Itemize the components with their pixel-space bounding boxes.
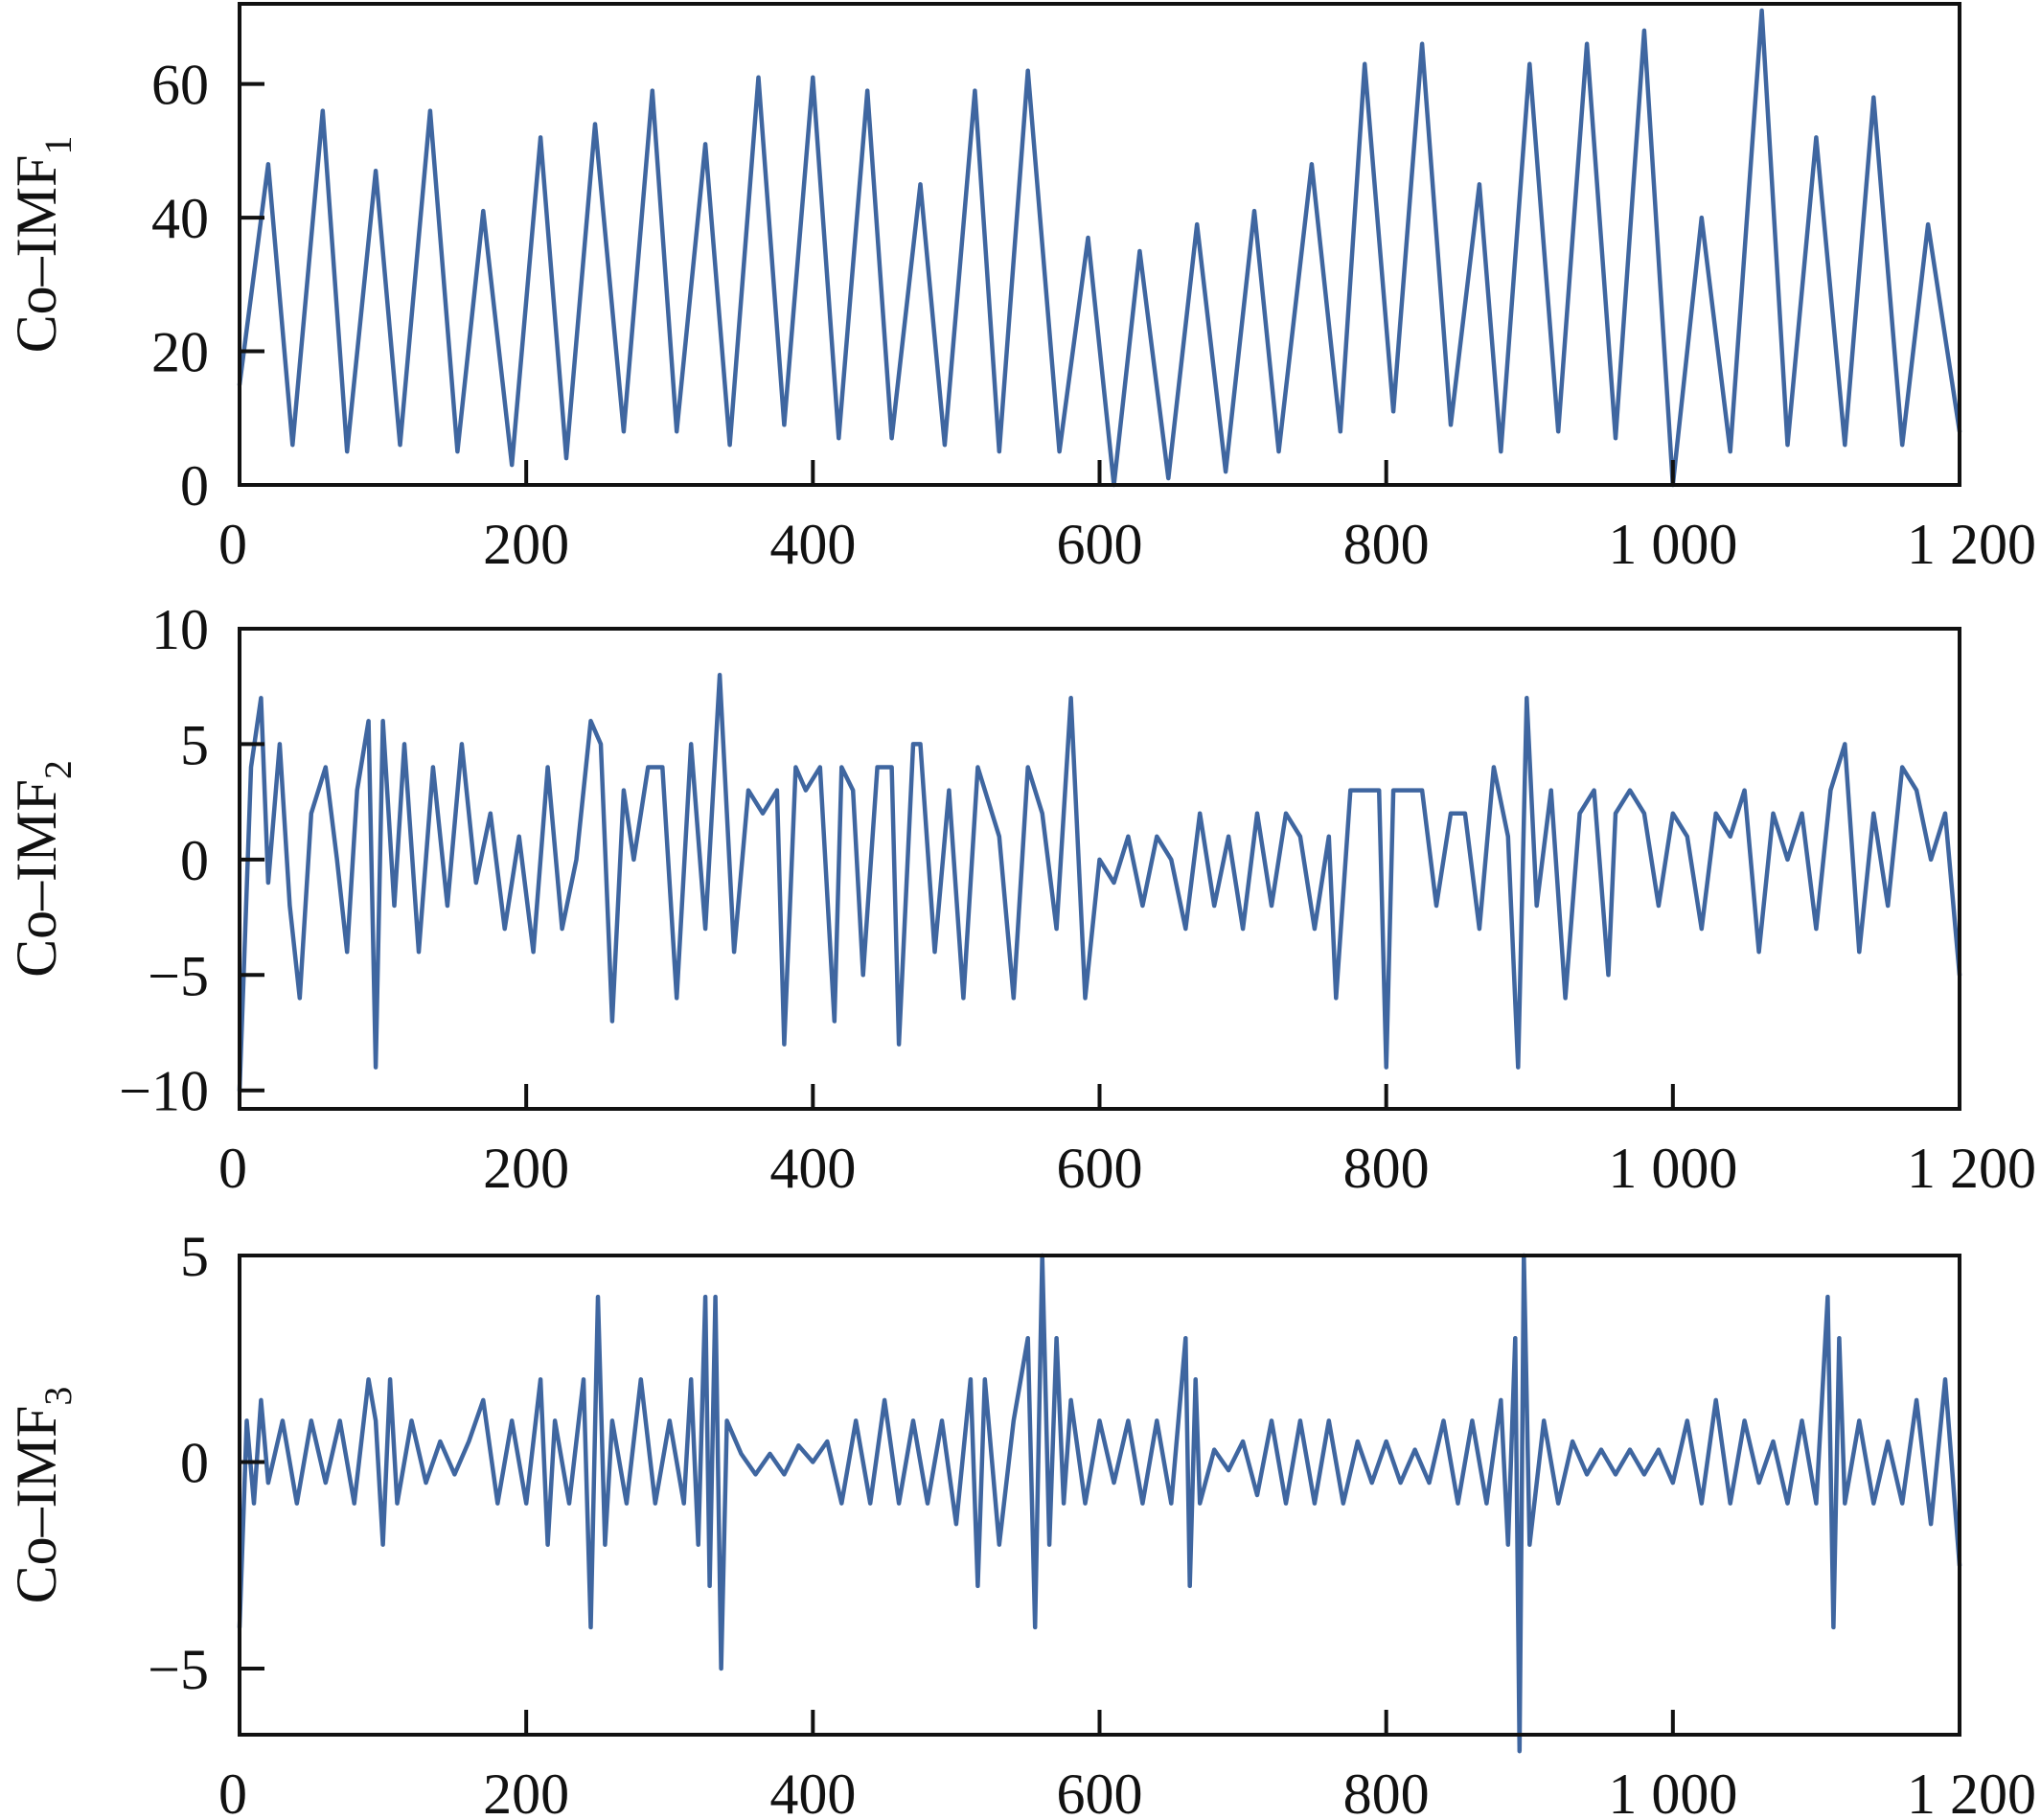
- y-tick-label: 10: [151, 598, 209, 661]
- y-tick-label: −10: [119, 1060, 209, 1123]
- x-tick-label: 400: [769, 1762, 856, 1820]
- y-tick-label: −5: [148, 944, 209, 1007]
- series-line-1: [237, 1253, 1962, 1754]
- plot-frame: [238, 2, 1961, 487]
- panel-co-imf3: 0 200 400 600 800 1 000 1 200 −5 0 5 Co–IMF3: [5, 1225, 2036, 1820]
- panel-co-imf2: 0 200 400 600 800 1 000 1 200 −10 −5 0 5 10 Co–IMF2: [5, 598, 2036, 1200]
- x-tick-label: 200: [483, 1762, 569, 1820]
- y-axis-label: Co–IMF2: [5, 760, 80, 978]
- x-tick-label: 0: [218, 513, 247, 576]
- y-tick-label: 5: [180, 1225, 209, 1288]
- x-tick-label: 800: [1343, 1762, 1430, 1820]
- x-tick-label: 800: [1343, 1137, 1430, 1200]
- panel-co-imf1: 0 200 400 600 800 1 000 1 200 0 20 40 60 Co–IMF1: [5, 2, 2036, 576]
- x-tick-label: 800: [1343, 513, 1430, 576]
- y-tick-label: 0: [180, 829, 209, 892]
- x-tick-label: 0: [218, 1762, 247, 1820]
- series-line-1: [237, 8, 1962, 488]
- x-tick-label: 200: [483, 1137, 569, 1200]
- y-axis-label: Co–IMF3: [5, 1387, 80, 1604]
- y-tick-label: 60: [151, 54, 209, 117]
- x-tick-label: 400: [769, 1137, 856, 1200]
- y-tick-label: 0: [180, 1432, 209, 1495]
- x-tick-label: 600: [1057, 513, 1143, 576]
- x-tick-label: 1 200: [1907, 1137, 2036, 1200]
- x-tick-label: 400: [769, 513, 856, 576]
- y-tick-label: 40: [151, 187, 209, 250]
- x-tick-label: 600: [1057, 1137, 1143, 1200]
- y-tick-label: 5: [180, 713, 209, 776]
- x-tick-label: 1 200: [1907, 1762, 2036, 1820]
- x-tick-label: 1 000: [1608, 1137, 1737, 1200]
- x-tick-label: 1 000: [1608, 1762, 1737, 1820]
- x-tick-label: 200: [483, 513, 569, 576]
- y-axis-label: Co–IMF1: [5, 136, 80, 354]
- y-tick-label: 20: [151, 321, 209, 384]
- y-tick-label: 0: [180, 454, 209, 518]
- series-line-1: [237, 672, 1962, 1093]
- y-tick-label: −5: [148, 1638, 209, 1701]
- x-tick-label: 600: [1057, 1762, 1143, 1820]
- x-tick-label: 1 000: [1608, 513, 1737, 576]
- x-tick-label: 1 200: [1907, 513, 2036, 576]
- x-tick-label: 0: [218, 1137, 247, 1200]
